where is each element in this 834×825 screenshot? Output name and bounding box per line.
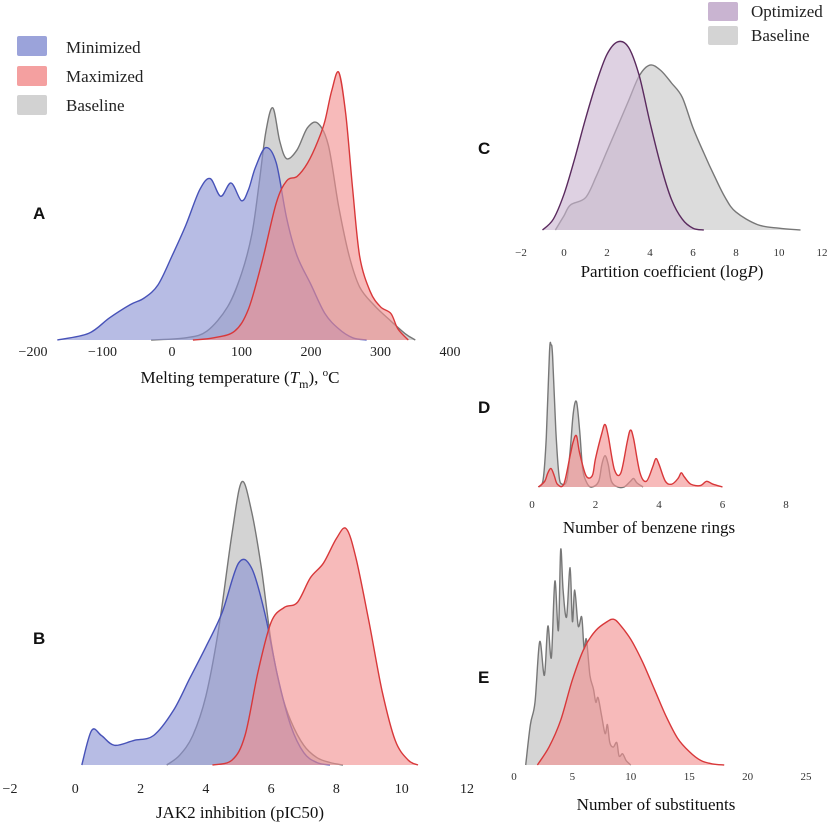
xtick-c-6: 10 bbox=[774, 247, 786, 259]
xtick-b-2: 2 bbox=[137, 782, 144, 797]
chart-d: 0 2 4 6 8 bbox=[529, 341, 789, 511]
xtick-a-1: −100 bbox=[88, 345, 117, 360]
xtick-a-4: 200 bbox=[301, 345, 322, 360]
xtick-e-2: 10 bbox=[625, 771, 637, 783]
curve-a-maximized bbox=[192, 70, 409, 341]
curve-e-maximized bbox=[536, 618, 725, 766]
chart-c: −2 0 2 4 6 8 10 12 bbox=[515, 40, 828, 259]
xtick-b-4: 6 bbox=[268, 782, 275, 797]
legend-label-minimized: Minimized bbox=[66, 38, 141, 57]
legend-c: Optimized Baseline bbox=[708, 2, 823, 45]
area-b-maximized bbox=[212, 527, 418, 765]
xtick-b-7: 12 bbox=[460, 782, 474, 797]
legend-a: Minimized Maximized Baseline bbox=[17, 36, 144, 115]
panel-label-e: E bbox=[478, 668, 489, 687]
xtick-d-4: 8 bbox=[783, 499, 789, 511]
xtick-d-2: 4 bbox=[656, 499, 662, 511]
xtick-e-3: 15 bbox=[684, 771, 696, 783]
xtick-b-1: 0 bbox=[72, 782, 79, 797]
xtick-a-0: −200 bbox=[19, 345, 48, 360]
xlabel-d: Number of benzene rings bbox=[563, 518, 735, 537]
chart-a: −200 −100 0 100 200 300 400 bbox=[19, 70, 461, 360]
legend-swatch-optimized bbox=[708, 2, 738, 21]
xtick-d-1: 2 bbox=[593, 499, 599, 511]
legend-swatch-baseline bbox=[17, 95, 47, 115]
area-e-maximized bbox=[537, 619, 725, 765]
legend-label-baseline-c: Baseline bbox=[751, 26, 810, 45]
legend-label-baseline: Baseline bbox=[66, 96, 125, 115]
panel-label-a: A bbox=[33, 204, 45, 223]
xtick-e-1: 5 bbox=[570, 771, 576, 783]
xtick-b-0: −2 bbox=[3, 782, 18, 797]
xtick-a-2: 0 bbox=[169, 345, 176, 360]
xtick-e-4: 20 bbox=[742, 771, 754, 783]
xtick-d-0: 0 bbox=[529, 499, 535, 511]
panel-label-c: C bbox=[478, 139, 490, 158]
area-c-optimized bbox=[542, 41, 704, 230]
xtick-c-1: 0 bbox=[561, 247, 567, 259]
chart-e: 0 5 10 15 20 25 bbox=[511, 548, 813, 783]
curve-c-optimized bbox=[542, 40, 704, 231]
chart-b: −2 0 2 4 6 8 10 12 bbox=[3, 480, 474, 797]
xtick-e-0: 0 bbox=[511, 771, 517, 783]
xtick-d-3: 6 bbox=[720, 499, 726, 511]
xtick-a-5: 300 bbox=[370, 345, 391, 360]
xtick-b-6: 10 bbox=[395, 782, 409, 797]
xtick-c-0: −2 bbox=[515, 247, 527, 259]
legend-swatch-maximized bbox=[17, 66, 47, 86]
xtick-e-5: 25 bbox=[801, 771, 813, 783]
xtick-b-3: 4 bbox=[202, 782, 209, 797]
xtick-c-2: 2 bbox=[604, 247, 610, 259]
xtick-c-7: 12 bbox=[817, 247, 828, 259]
xlabel-b: JAK2 inhibition (pIC50) bbox=[156, 803, 324, 822]
xtick-b-5: 8 bbox=[333, 782, 340, 797]
xlabel-e: Number of substituents bbox=[577, 795, 736, 814]
xtick-c-5: 8 bbox=[733, 247, 739, 259]
xlabel-a: Melting temperature (Tm), oC bbox=[141, 367, 340, 391]
legend-swatch-minimized bbox=[17, 36, 47, 56]
legend-label-optimized: Optimized bbox=[751, 2, 823, 21]
xtick-c-4: 6 bbox=[690, 247, 696, 259]
xtick-a-3: 100 bbox=[231, 345, 252, 360]
curve-d-maximized bbox=[537, 423, 723, 488]
area-d-maximized bbox=[538, 424, 723, 487]
xlabel-c: Partition coefficient (logP) bbox=[581, 262, 764, 281]
legend-label-maximized: Maximized bbox=[66, 67, 144, 86]
xtick-a-6: 400 bbox=[440, 345, 461, 360]
panel-label-b: B bbox=[33, 629, 45, 648]
curve-d-baseline bbox=[537, 341, 644, 489]
area-a-maximized bbox=[192, 71, 409, 340]
curve-b-maximized bbox=[212, 527, 419, 766]
panel-label-d: D bbox=[478, 398, 490, 417]
xtick-c-3: 4 bbox=[647, 247, 653, 259]
area-e-baseline bbox=[525, 548, 631, 765]
legend-swatch-baseline-c bbox=[708, 26, 738, 45]
